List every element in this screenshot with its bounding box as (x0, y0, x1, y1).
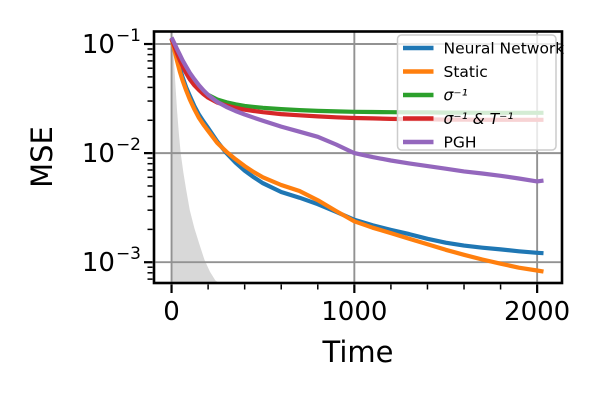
y-tick-exponent: −3 (116, 244, 141, 264)
legend-label: σ⁻¹ & T⁻¹ (444, 110, 514, 128)
shaded-reference-region (171, 32, 218, 283)
y-axis-label: MSE (25, 126, 59, 188)
legend-entry: Static (403, 63, 488, 81)
legend-entry: Neural Network (403, 40, 564, 58)
legend-entry: PGH (403, 134, 477, 152)
legend-entry: σ⁻¹ & T⁻¹ (403, 110, 514, 128)
legend: Neural Network Static σ⁻¹ σ⁻¹ & T⁻¹ PGH (396, 34, 564, 152)
legend-label: σ⁻¹ (444, 87, 468, 105)
y-tick-base: 10 (82, 30, 115, 60)
legend-label: Static (444, 63, 488, 81)
series-line-pgh (169, 36, 544, 184)
x-tick-label: 2000 (504, 297, 570, 327)
y-tick-exponent: −2 (116, 135, 141, 155)
y-tick-exponent: −1 (116, 26, 141, 46)
y-tick-base: 10 (82, 248, 115, 278)
legend-entry: σ⁻¹ (403, 87, 468, 105)
y-tick-label: 10−2 (82, 135, 141, 169)
x-axis-label: Time (322, 335, 394, 369)
y-tick-label: 10−3 (82, 244, 141, 278)
legend-box (396, 34, 557, 151)
series-line-static (169, 38, 544, 274)
x-tick-label: 0 (163, 297, 180, 327)
y-tick-base: 10 (82, 139, 115, 169)
legend-label: Neural Network (444, 40, 565, 58)
ticks (144, 42, 539, 293)
y-tick-label: 10−1 (82, 26, 141, 60)
axes-spines (152, 30, 564, 285)
legend-label: PGH (444, 134, 477, 152)
x-tick-label: 1000 (321, 297, 387, 327)
